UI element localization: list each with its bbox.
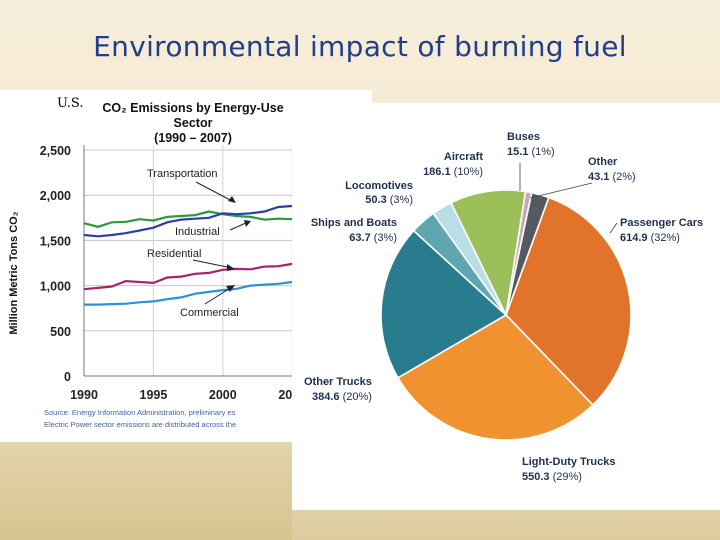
pie-slice-passenger-cars: [505, 196, 632, 407]
label-light-duty-trucks: Light-Duty Trucks 550.3 (29%): [522, 456, 616, 483]
y-tick-label: 2,000: [40, 189, 71, 203]
annotation-transportation: Transportation: [147, 168, 218, 180]
pie-chart-panel: Aircraft 186.1 (10%) Buses 15.1 (1%) Oth…: [292, 103, 720, 510]
y-tick-label: 1,000: [40, 280, 71, 294]
label-aircraft-value: 186.1 (10%): [423, 166, 483, 178]
label-other-name: Other: [588, 156, 618, 168]
label-buses-name: Buses: [507, 131, 540, 143]
other-value: 43.1: [588, 171, 609, 183]
label-passenger-cars: Passenger Cars 614.9 (32%): [620, 217, 703, 244]
us-label: U.S.: [57, 96, 84, 111]
passenger-cars-pct: (32%): [651, 232, 680, 244]
pie-slice-other: [505, 191, 550, 316]
other-pct: (2%): [612, 171, 635, 183]
annotation-industrial: Industrial: [175, 226, 220, 238]
buses-pct: (1%): [531, 146, 554, 158]
slide-title: Environmental impact of burning fuel: [93, 30, 627, 63]
label-light-duty-trucks-name: Light-Duty Trucks: [522, 456, 616, 468]
y-tick-label: 1,500: [40, 234, 71, 248]
y-axis-label: Million Metric Tons CO₂: [8, 211, 20, 334]
series-lines: [83, 204, 293, 306]
label-other-trucks: Other Trucks 384.6 (20%): [304, 376, 372, 403]
leader-other: [529, 182, 593, 199]
pie-slice-other-trucks: [380, 229, 508, 379]
other-trucks-value: 384.6: [312, 391, 340, 403]
arrowhead-transportation: [228, 196, 236, 203]
label-locomotives-value: 50.3 (3%): [365, 194, 413, 206]
pie-slice-aircraft: [449, 189, 527, 318]
label-aircraft-name: Aircraft: [444, 151, 483, 163]
chart-title-line-1: CO₂ Emissions by Energy-Use: [102, 101, 283, 115]
label-buses-value: 15.1 (1%): [507, 146, 555, 158]
chart-title-line-2: Sector: [174, 116, 213, 130]
arrowhead-industrial: [244, 220, 251, 227]
series-line-commercial: [84, 280, 293, 306]
arrow-transportation: [195, 181, 235, 203]
passenger-cars-value: 614.9: [620, 232, 648, 244]
locomotives-value: 50.3: [365, 194, 386, 206]
annotation-residential: Residential: [147, 248, 201, 260]
leader-passenger-cars: [609, 222, 618, 234]
other-trucks-pct: (20%): [343, 391, 372, 403]
line-chart: CO₂ Emissions by Energy-Use Sector (1990…: [8, 101, 306, 429]
label-ships-name: Ships and Boats: [311, 217, 397, 229]
pie-labels: Aircraft 186.1 (10%) Buses 15.1 (1%) Oth…: [304, 131, 703, 483]
pie-chart: Aircraft 186.1 (10%) Buses 15.1 (1%) Oth…: [304, 131, 703, 483]
y-tick-label: 0: [64, 370, 71, 384]
x-tick-label: 2000: [209, 388, 237, 402]
arrowhead-commercial: [226, 285, 235, 292]
arrow-commercial: [204, 286, 233, 305]
annotation-commercial: Commercial: [180, 307, 239, 319]
label-locomotives: Locomotives 50.3 (3%): [345, 180, 413, 206]
label-locomotives-name: Locomotives: [345, 180, 413, 192]
locomotives-pct: (3%): [390, 194, 413, 206]
arrowhead-residential: [227, 264, 235, 271]
label-other: Other 43.1 (2%): [588, 156, 636, 183]
x-tick-label: 2005: [278, 388, 306, 402]
y-tick-labels: 2,500 2,000 1,500 1,000 500 0: [40, 144, 71, 384]
label-other-value: 43.1 (2%): [588, 171, 636, 183]
label-passenger-cars-value: 614.9 (32%): [620, 232, 680, 244]
x-tick-labels: 1990 1995 2000 2005: [70, 388, 306, 402]
chart-title-line-3: (1990 – 2007): [154, 131, 232, 145]
ships-value: 63.7: [349, 232, 370, 244]
source-note-line-1: Source: Energy Information Administratio…: [44, 408, 236, 417]
label-light-duty-trucks-value: 550.3 (29%): [522, 471, 582, 483]
aircraft-pct: (10%): [454, 166, 483, 178]
x-tick-label: 1990: [70, 388, 98, 402]
series-line-residential: [83, 262, 293, 291]
label-other-trucks-name: Other Trucks: [304, 376, 372, 388]
label-passenger-cars-name: Passenger Cars: [620, 217, 703, 229]
annotations: Transportation Industrial Residential Co…: [147, 168, 251, 319]
pie-slices: [380, 189, 632, 441]
series-line-industrial: [83, 204, 293, 238]
y-tick-label: 2,500: [40, 144, 71, 158]
light-duty-trucks-value: 550.3: [522, 471, 550, 483]
arrow-residential: [192, 259, 233, 269]
label-aircraft: Aircraft 186.1 (10%): [423, 151, 483, 178]
source-note-line-2: Electric Power sector emissions are dist…: [44, 420, 236, 429]
aircraft-value: 186.1: [423, 166, 451, 178]
y-tick-label: 500: [50, 325, 71, 339]
series-line-transportation: [83, 210, 293, 228]
x-tick-label: 1995: [140, 388, 168, 402]
pie-slice-light-duty-trucks: [396, 313, 594, 441]
ships-pct: (3%): [374, 232, 397, 244]
label-ships-and-boats: Ships and Boats 63.7 (3%): [311, 217, 397, 244]
label-other-trucks-value: 384.6 (20%): [312, 391, 372, 403]
leader-lines: [519, 163, 618, 234]
light-duty-trucks-pct: (29%): [553, 471, 582, 483]
label-ships-value: 63.7 (3%): [349, 232, 397, 244]
buses-value: 15.1: [507, 146, 528, 158]
footer-band: [0, 442, 292, 540]
label-buses: Buses 15.1 (1%): [507, 131, 555, 158]
